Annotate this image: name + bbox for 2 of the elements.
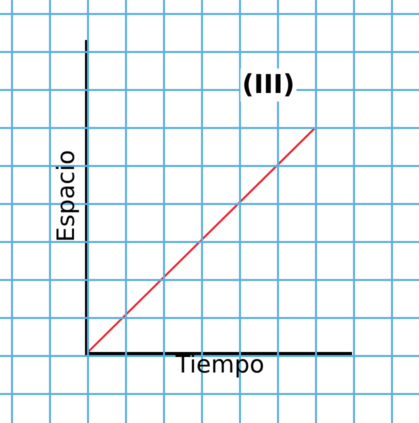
y-axis-title: Espacio [52,150,80,242]
chart-title: (III) [242,70,295,100]
